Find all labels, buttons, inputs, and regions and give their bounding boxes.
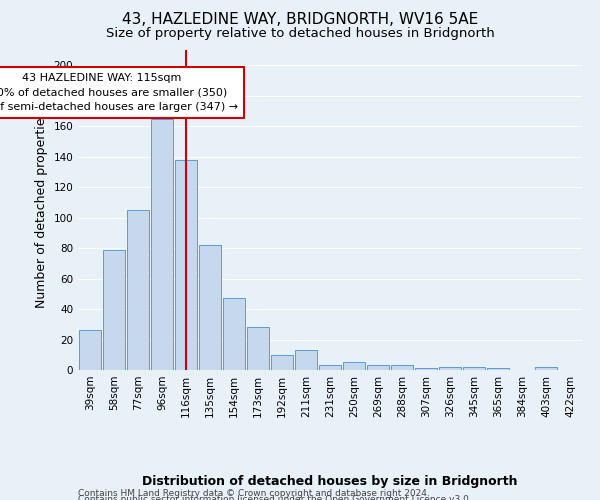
Bar bbox=[295, 350, 317, 370]
Bar bbox=[127, 210, 149, 370]
Bar bbox=[343, 362, 365, 370]
Text: Contains HM Land Registry data © Crown copyright and database right 2024.: Contains HM Land Registry data © Crown c… bbox=[78, 488, 430, 498]
Bar bbox=[103, 250, 125, 370]
Bar bbox=[535, 367, 557, 370]
Bar bbox=[175, 160, 197, 370]
Text: 43, HAZLEDINE WAY, BRIDGNORTH, WV16 5AE: 43, HAZLEDINE WAY, BRIDGNORTH, WV16 5AE bbox=[122, 12, 478, 28]
Text: Size of property relative to detached houses in Bridgnorth: Size of property relative to detached ho… bbox=[106, 28, 494, 40]
Bar bbox=[79, 330, 101, 370]
Bar bbox=[199, 245, 221, 370]
Text: Distribution of detached houses by size in Bridgnorth: Distribution of detached houses by size … bbox=[142, 474, 518, 488]
Bar bbox=[439, 367, 461, 370]
Bar bbox=[151, 118, 173, 370]
Bar bbox=[463, 367, 485, 370]
Bar bbox=[415, 368, 437, 370]
Text: Contains public sector information licensed under the Open Government Licence v3: Contains public sector information licen… bbox=[78, 495, 472, 500]
Bar bbox=[367, 366, 389, 370]
Text: 43 HAZLEDINE WAY: 115sqm
← 50% of detached houses are smaller (350)
49% of semi-: 43 HAZLEDINE WAY: 115sqm ← 50% of detach… bbox=[0, 73, 239, 112]
Bar bbox=[487, 368, 509, 370]
Bar bbox=[223, 298, 245, 370]
Bar bbox=[391, 366, 413, 370]
Bar bbox=[271, 355, 293, 370]
Bar bbox=[319, 366, 341, 370]
Bar bbox=[247, 328, 269, 370]
Y-axis label: Number of detached properties: Number of detached properties bbox=[35, 112, 48, 308]
